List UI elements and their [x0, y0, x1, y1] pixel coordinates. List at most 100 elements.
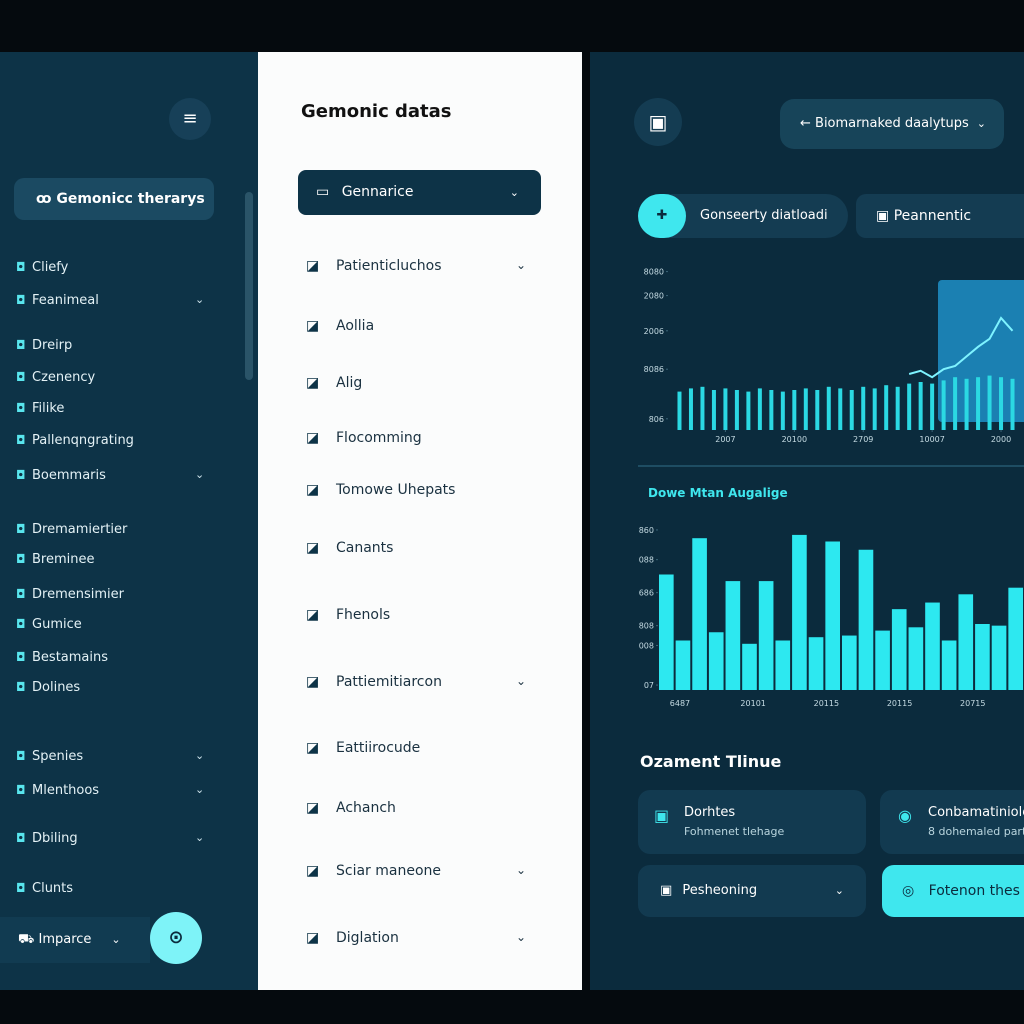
x-tick-label: 20100 [782, 435, 807, 444]
bar [908, 627, 924, 690]
bar [891, 609, 907, 690]
sidebar-icon: ◘ [16, 831, 26, 845]
panel-icon: ◪ [306, 930, 320, 946]
sidebar-item[interactable]: Feanimeal [32, 293, 99, 308]
bar [711, 390, 716, 430]
card[interactable]: ▣ Dorhtes Fohmenet tlehage [638, 790, 866, 854]
bar [991, 625, 1007, 690]
panel-icon: ◪ [306, 430, 320, 446]
tab[interactable]: ▣ Peannentic [856, 194, 1024, 238]
sidebar-item[interactable]: Dreirp [32, 338, 73, 353]
sidebar-item[interactable]: Boemmaris [32, 468, 106, 483]
bar [792, 534, 807, 690]
bar [803, 388, 808, 430]
menu-button[interactable]: ≡ [169, 98, 211, 140]
sidebar-item[interactable]: Gumice [32, 617, 82, 632]
sidebar-item[interactable]: Spenies [32, 749, 84, 764]
bar [941, 640, 957, 690]
panel-item[interactable]: Alig [336, 375, 363, 391]
bar [918, 382, 923, 430]
bar [999, 377, 1004, 430]
selector[interactable]: ← Biomarnaked daalytups ⌄ [780, 99, 1004, 149]
x-tick-label: 2000 [991, 435, 1011, 444]
card-subtitle: 8 dohemaled parte [928, 825, 1024, 838]
bar [941, 380, 946, 430]
y-tick-label: 8080 [644, 268, 664, 277]
bar [884, 385, 889, 430]
footer-label: Imparce [38, 932, 92, 947]
square-button[interactable]: ▣ [634, 98, 682, 146]
sidebar-icon: ◘ [16, 749, 26, 763]
bar [925, 602, 940, 690]
panel-icon: ◪ [306, 863, 320, 879]
bar [725, 581, 741, 690]
sidebar-item[interactable]: Dremensimier [32, 587, 124, 602]
panel-item[interactable]: Tomowe Uhepats [336, 482, 456, 498]
sidebar-item[interactable]: Cliefy [32, 260, 69, 275]
primary-action[interactable]: ◎ Fotenon thes [882, 865, 1024, 917]
bar [675, 640, 691, 690]
primary-button[interactable]: ꝏ Gemonicc therarys [14, 178, 214, 220]
bar [858, 549, 874, 690]
sidebar-item[interactable]: Bestamains [32, 650, 109, 665]
bar [659, 574, 674, 690]
panel-icon: ◪ [306, 482, 320, 498]
charts: 8080 2080 2006 8086 806 2007 20100 2709 10007 200… [638, 268, 1024, 708]
sidebar-item[interactable]: Filike [32, 401, 65, 416]
bar [849, 390, 854, 430]
sidebar-item[interactable]: Mlenthoos [32, 783, 100, 798]
sidebar-icon: ◘ [16, 617, 26, 631]
panel-item[interactable]: Sciar maneone [336, 863, 442, 879]
line [908, 316, 1014, 379]
x-tick-label: 6487 [670, 699, 690, 708]
sidebar-item[interactable]: Clunts [32, 881, 74, 896]
panel-item[interactable]: Patienticluchos [336, 258, 442, 274]
panel-item[interactable]: Canants [336, 540, 394, 556]
sidebar-item[interactable]: Dbiling [32, 831, 78, 846]
panel-item[interactable]: Eattiirocude [336, 740, 421, 756]
sidebar-item[interactable]: Pallenqngrating [32, 433, 134, 448]
panel-item[interactable]: Pattiemitiarcon [336, 674, 442, 690]
sidebar-icon: ◘ [16, 650, 26, 664]
dropdown-button[interactable]: ▣ Pesheoning ⌄ [638, 865, 866, 917]
sidebar-icon: ◘ [16, 468, 26, 482]
panel-item[interactable]: Flocomming [336, 430, 422, 446]
bar [758, 581, 774, 690]
panel-dropdown[interactable]: ▭ Gennarice ⌄ [298, 170, 541, 215]
bar [875, 630, 890, 690]
sidebar-item[interactable]: Dremamiertier [32, 522, 128, 537]
app: ≡ ꝏ Gemonicc therarys ◘ Cliefy ◘ Feanimeal ⌄… [0, 52, 1024, 990]
tab[interactable]: ✚ Gonseerty diatloadi [638, 194, 848, 238]
button-label: Fotenon thes [928, 883, 1020, 899]
sidebar-icon: ◘ [16, 881, 26, 895]
sidebar-icon: ◘ [16, 552, 26, 566]
bar [1008, 587, 1023, 690]
sidebar-item[interactable]: Breminee [32, 552, 95, 567]
sidebar-item[interactable]: Czenency [32, 370, 96, 385]
chevron: ⌄ [195, 749, 205, 762]
panel-item[interactable]: Diglation [336, 930, 399, 946]
x-tick-label: 10007 [919, 435, 944, 444]
tab-label: Peannentic [893, 208, 972, 224]
y-tick-label: 8086 [644, 365, 664, 374]
sidebar-item[interactable]: Dolines [32, 680, 81, 695]
y-tick-label: 07 [644, 681, 654, 690]
bar [700, 386, 705, 430]
x-tick-label: 20715 [960, 699, 985, 708]
bar [842, 635, 857, 690]
bar [808, 637, 824, 690]
panel-icon: ◪ [306, 258, 320, 274]
card[interactable]: ◉ Conbamatiniole 8 dohemaled parte [880, 790, 1024, 854]
footer-button[interactable]: ⛟ Imparce ⌄ [0, 917, 150, 963]
panel-item[interactable]: Fhenols [336, 607, 391, 623]
sidebar-icon: ◘ [16, 433, 26, 447]
action-button[interactable]: ⊙ [150, 912, 202, 964]
panel-item[interactable]: Aollia [336, 318, 375, 334]
bar [838, 388, 843, 430]
x-tick-label: 20115 [887, 699, 912, 708]
sidebar: ≡ ꝏ Gemonicc therarys ◘ Cliefy ◘ Feanimeal ⌄… [0, 52, 258, 990]
bar [792, 390, 797, 430]
panel-item[interactable]: Achanch [336, 800, 396, 816]
y-tick-label: 860 [639, 526, 654, 535]
bar [861, 386, 866, 430]
